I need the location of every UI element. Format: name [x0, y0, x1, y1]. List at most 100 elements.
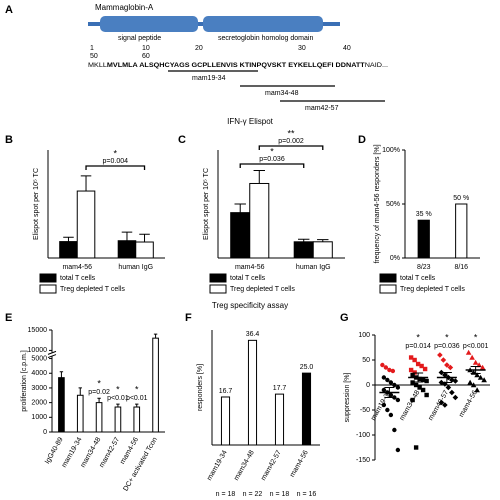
point: [410, 380, 415, 385]
domain-label: secretoglobin homolog domain: [218, 35, 313, 42]
error-bar: [253, 170, 265, 184]
bar: [249, 182, 270, 259]
bar: [133, 406, 141, 433]
point: [449, 389, 455, 396]
point: [392, 427, 397, 433]
point: [477, 374, 484, 380]
panel-label: B: [5, 134, 13, 146]
point: [381, 375, 387, 380]
panel-label: E: [5, 312, 12, 324]
legend-label: total T cells: [230, 275, 266, 282]
legend-swatch: [379, 284, 397, 294]
sequence-part: MKLL: [88, 62, 107, 69]
position: 40: [343, 45, 351, 52]
legend-swatch: [39, 273, 57, 283]
footnote: n = 22: [243, 491, 263, 498]
value-label: 50 %: [453, 195, 469, 202]
point: [410, 372, 415, 378]
y-tick-label: 4000: [31, 370, 47, 377]
y-axis-label: suppression [%]: [344, 373, 351, 423]
point: [420, 377, 426, 383]
bar: [220, 396, 231, 446]
point: [474, 372, 480, 378]
error-bar: [153, 333, 158, 339]
position: 1: [90, 45, 94, 52]
significance-stars: *: [416, 332, 420, 342]
point: [447, 364, 454, 371]
point: [437, 352, 443, 358]
point: [415, 361, 421, 367]
y-tick-label: 3000: [31, 385, 47, 392]
error-bar: [116, 403, 120, 408]
point: [392, 382, 397, 388]
p-value: p=0.036: [434, 343, 460, 350]
sequence-part: MVLMLA ALSQHCYAGS GCPLLENVIS KTINPQVSKT …: [107, 62, 365, 69]
x-tick-label: mam4-56: [458, 389, 479, 418]
bar: [230, 212, 251, 259]
point: [381, 387, 387, 393]
point: [381, 402, 387, 408]
error-bar: [59, 371, 64, 378]
position: 50: [90, 53, 98, 60]
p-value: p=0.004: [103, 158, 129, 165]
point: [395, 385, 401, 390]
point: [424, 378, 429, 384]
point: [465, 349, 472, 355]
error-bar: [317, 239, 329, 242]
point: [476, 362, 482, 368]
p-value: p<0.01: [126, 395, 148, 402]
point: [420, 387, 426, 393]
sequence: MKLL MVLMLA ALSQHCYAGS GCPLLENVIS KTINPQV…: [88, 62, 388, 69]
domain-box: [100, 16, 198, 32]
panel-label: G: [340, 312, 349, 324]
p-value: p=0.02: [88, 389, 110, 396]
protein-title: Mammaglobin-A: [95, 3, 154, 12]
significance-stars: *: [270, 146, 274, 156]
x-tick-label: mam4-56: [289, 449, 310, 478]
error-bar: [234, 203, 246, 213]
point: [410, 397, 415, 403]
point: [417, 385, 422, 390]
point: [438, 369, 445, 376]
x-tick-label: DC+ activated Tcon: [122, 436, 158, 492]
significance-stars: *: [97, 379, 101, 389]
panel-label: C: [178, 134, 186, 146]
point: [413, 445, 419, 450]
peptide-label: mam34-48: [265, 90, 299, 97]
y-tick-label: -100: [356, 432, 370, 439]
significance-stars: **: [288, 128, 296, 138]
error-bar: [135, 403, 139, 408]
point: [474, 387, 480, 393]
bar: [117, 240, 137, 259]
significance-stars: *: [445, 332, 449, 342]
y-tick-label: 50%: [386, 201, 400, 208]
error-bar: [121, 231, 133, 241]
bar: [59, 241, 78, 259]
point: [383, 365, 389, 370]
section-title: Treg specificity assay: [212, 301, 288, 310]
bar: [95, 402, 103, 433]
y-axis-label: proliferation [c.p.m.]: [21, 350, 28, 412]
point: [481, 377, 487, 383]
point: [422, 366, 428, 372]
significance-stars: *: [114, 148, 118, 158]
value-label: 16.7: [219, 388, 233, 395]
point: [470, 382, 477, 388]
point: [452, 394, 459, 401]
y-axis-label: Elispot spot per 10⁵ TC: [203, 168, 210, 240]
y-tick-label: 2000: [31, 399, 47, 406]
point: [469, 354, 475, 360]
point: [413, 382, 419, 388]
domain-box: [203, 16, 323, 32]
error-bar: [78, 387, 82, 396]
p-value: p<0.01: [107, 395, 129, 402]
section-title: IFN-γ Elispot: [227, 117, 274, 126]
legend-label: Treg depleted T cells: [400, 286, 465, 293]
y-axis-label: responders [%]: [197, 364, 204, 411]
x-tick-label: mam34-48: [233, 449, 256, 482]
x-tick-label: human IgG: [296, 264, 331, 271]
point: [380, 362, 385, 368]
point: [385, 377, 390, 383]
error-bar: [470, 366, 481, 374]
